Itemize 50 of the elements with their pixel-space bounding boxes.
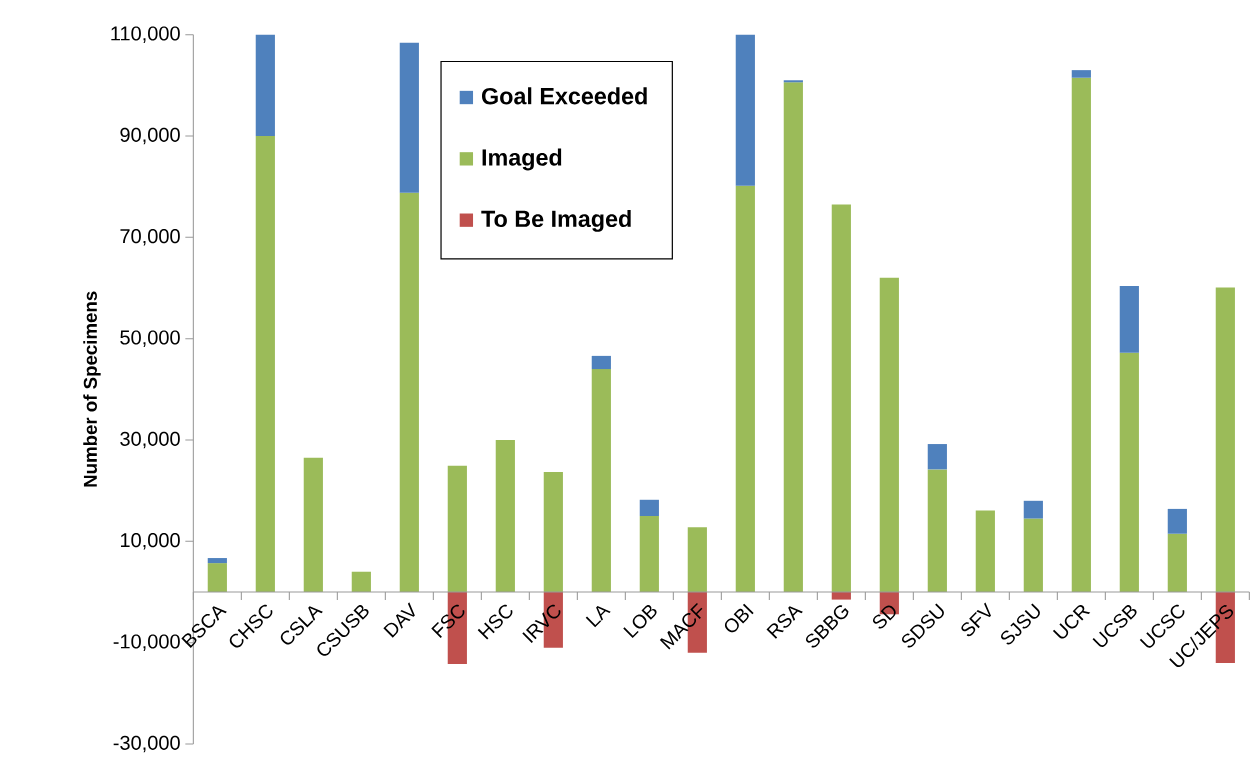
- bar: [783, 80, 803, 83]
- bar: [543, 471, 563, 592]
- x-tick-label: SD: [872, 605, 896, 629]
- bar: [735, 34, 755, 186]
- bar: [1023, 500, 1043, 519]
- bar: [879, 277, 899, 592]
- bar: [831, 592, 851, 600]
- bar: [927, 444, 947, 470]
- y-tick-label: 10,000: [120, 533, 180, 550]
- bar: [207, 558, 227, 564]
- bar: [1119, 285, 1139, 353]
- bar: [1071, 77, 1091, 592]
- bar: [447, 465, 467, 592]
- bar: [1215, 287, 1235, 592]
- y-tick-label: -10,000: [113, 634, 180, 651]
- bar: [783, 82, 803, 592]
- bar: [1119, 352, 1139, 592]
- y-axis-title: Number of Specimens: [83, 291, 101, 487]
- bar: [735, 185, 755, 592]
- bar: [495, 440, 515, 592]
- bar: [399, 42, 419, 193]
- bar: [1023, 518, 1043, 592]
- y-tick-label: -30,000: [113, 735, 180, 753]
- bar: [1071, 70, 1091, 78]
- y-tick-label: 50,000: [120, 330, 180, 347]
- y-tick-label: 110,000: [111, 26, 180, 43]
- bar: [351, 571, 371, 592]
- y-tick-label: 30,000: [120, 431, 180, 449]
- bar: [303, 457, 323, 592]
- bar: [591, 355, 611, 370]
- bar: [687, 527, 707, 592]
- y-tick-label: 70,000: [120, 229, 180, 246]
- bar: [1167, 508, 1187, 534]
- bar: [927, 469, 947, 592]
- bar: [255, 136, 275, 592]
- x-tick-label: LA: [585, 606, 611, 628]
- bar: [639, 516, 659, 592]
- bar: [1167, 533, 1187, 592]
- bar: [831, 204, 851, 592]
- bar: [591, 369, 611, 592]
- bar: [639, 499, 659, 516]
- bar: [255, 34, 275, 136]
- legend-label: To Be Imaged: [481, 209, 631, 232]
- x-tick-label: OBI: [724, 603, 754, 633]
- bar: [207, 563, 227, 592]
- legend-label: Goal Exceeded: [482, 87, 647, 105]
- y-tick-label: 90,000: [120, 127, 180, 145]
- bar: [975, 510, 995, 592]
- legend-label: Imaged: [482, 148, 562, 171]
- bar: [399, 192, 419, 592]
